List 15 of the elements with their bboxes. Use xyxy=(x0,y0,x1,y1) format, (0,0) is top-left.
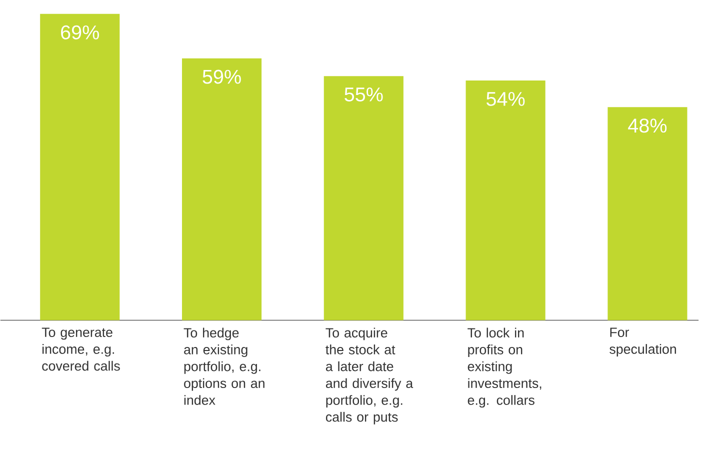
data-label: 48% xyxy=(628,118,667,132)
x-tick-label: To lock in profits on existing investments, e.g. collars xyxy=(468,327,542,408)
x-tick-label: To hedge an existing portfolio, e.g. options on an index xyxy=(184,327,264,405)
data-label: 54% xyxy=(486,92,525,106)
data-label: 59% xyxy=(202,70,241,84)
data-label: 55% xyxy=(344,87,383,102)
bar xyxy=(466,80,546,320)
bar xyxy=(608,106,688,320)
x-tick-label: For speculation xyxy=(610,327,676,356)
data-label: 69% xyxy=(61,25,99,40)
x-tick-label: To generate income, e.g. covered calls xyxy=(42,327,120,370)
bar xyxy=(40,14,120,320)
bar xyxy=(324,76,404,320)
x-tick-label: To acquire the stock at a later date and diversify a portfolio, e.g. calls or puts xyxy=(326,327,414,424)
bar xyxy=(182,58,262,320)
